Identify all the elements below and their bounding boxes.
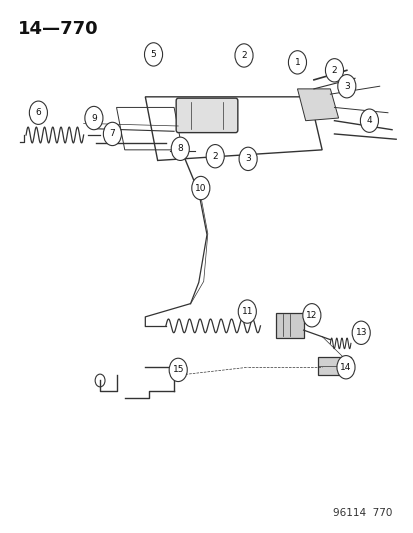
Text: 3: 3 [244,155,250,164]
Circle shape [237,300,256,323]
FancyBboxPatch shape [275,313,304,337]
Text: 2: 2 [331,66,337,75]
Polygon shape [297,89,338,120]
Text: 4: 4 [366,116,371,125]
Text: 9: 9 [91,114,97,123]
Circle shape [288,51,306,74]
Polygon shape [317,357,350,375]
Circle shape [103,122,121,146]
Circle shape [238,147,256,171]
Circle shape [302,304,320,327]
Circle shape [351,321,369,344]
Text: 13: 13 [355,328,366,337]
Text: 10: 10 [195,183,206,192]
FancyBboxPatch shape [176,98,237,133]
Circle shape [191,176,209,200]
Circle shape [144,43,162,66]
Text: 2: 2 [241,51,246,60]
Circle shape [325,59,343,82]
Circle shape [169,358,187,382]
Text: 1: 1 [294,58,299,67]
Text: 12: 12 [306,311,317,320]
Text: 8: 8 [177,144,183,154]
Circle shape [85,107,103,130]
Text: 11: 11 [241,307,252,316]
Text: 6: 6 [36,108,41,117]
Circle shape [235,44,252,67]
Text: 96114  770: 96114 770 [332,508,391,519]
Text: 7: 7 [109,130,115,139]
Text: 2: 2 [212,152,218,161]
Text: 14: 14 [339,363,351,372]
Circle shape [336,356,354,379]
Text: 15: 15 [172,366,183,374]
Circle shape [359,109,377,132]
Text: 3: 3 [343,82,349,91]
Text: 5: 5 [150,50,156,59]
Text: 14—770: 14—770 [18,20,98,38]
Circle shape [29,101,47,124]
Circle shape [171,137,189,160]
Circle shape [337,75,355,98]
Circle shape [206,144,224,168]
